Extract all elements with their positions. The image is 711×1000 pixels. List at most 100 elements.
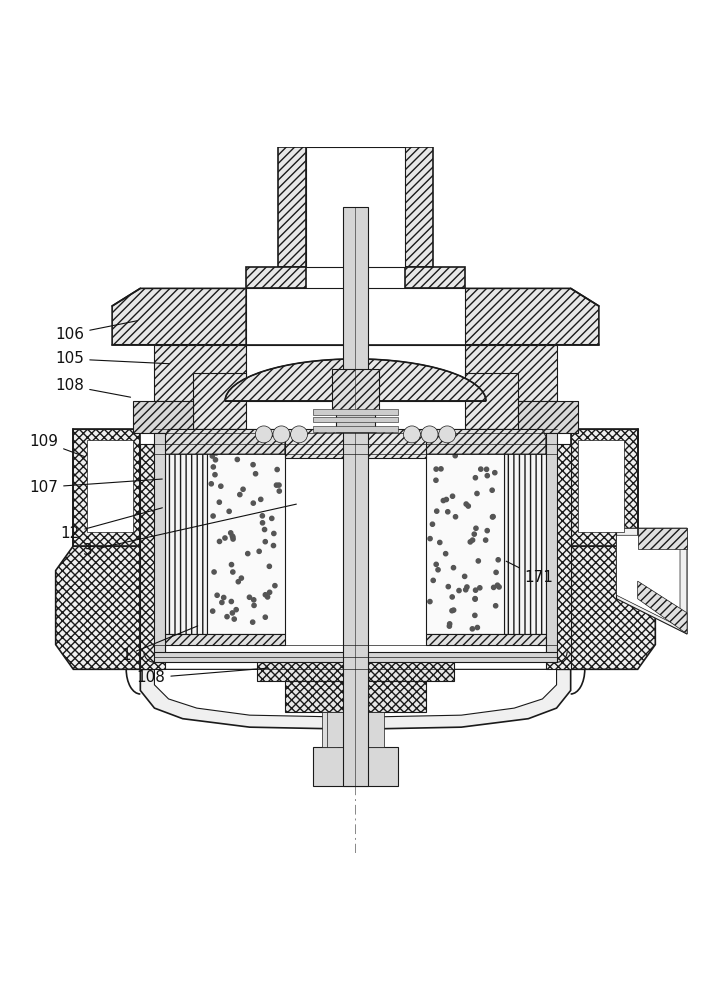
Polygon shape xyxy=(154,652,557,662)
Circle shape xyxy=(214,451,218,455)
Circle shape xyxy=(237,492,242,497)
Circle shape xyxy=(262,527,267,532)
Circle shape xyxy=(496,558,501,562)
Circle shape xyxy=(275,467,279,472)
Circle shape xyxy=(219,484,223,488)
Circle shape xyxy=(211,514,215,518)
Circle shape xyxy=(211,465,215,469)
Circle shape xyxy=(474,476,478,480)
Circle shape xyxy=(250,620,255,624)
Bar xyxy=(327,712,384,747)
Circle shape xyxy=(434,562,438,566)
Text: 171: 171 xyxy=(506,561,553,585)
Polygon shape xyxy=(73,429,140,546)
Circle shape xyxy=(496,583,500,587)
Circle shape xyxy=(265,595,269,599)
Circle shape xyxy=(251,463,255,467)
Circle shape xyxy=(447,624,451,628)
Circle shape xyxy=(474,526,478,530)
Circle shape xyxy=(471,538,475,542)
Circle shape xyxy=(494,570,498,574)
Circle shape xyxy=(491,515,495,519)
Circle shape xyxy=(210,609,215,613)
Circle shape xyxy=(430,522,434,526)
Text: 106: 106 xyxy=(55,321,138,342)
Polygon shape xyxy=(465,345,557,401)
Circle shape xyxy=(468,540,472,544)
Circle shape xyxy=(232,617,236,621)
Circle shape xyxy=(473,613,477,617)
Polygon shape xyxy=(165,447,208,634)
Circle shape xyxy=(273,426,290,443)
Polygon shape xyxy=(165,429,285,454)
Circle shape xyxy=(253,472,257,476)
Circle shape xyxy=(491,515,495,519)
Circle shape xyxy=(450,595,454,599)
Circle shape xyxy=(474,588,478,592)
Circle shape xyxy=(257,549,261,553)
Polygon shape xyxy=(246,345,465,401)
Circle shape xyxy=(421,426,438,443)
Text: 107: 107 xyxy=(29,479,162,495)
Circle shape xyxy=(267,564,272,568)
Circle shape xyxy=(277,483,281,487)
Circle shape xyxy=(220,600,224,605)
Circle shape xyxy=(463,574,466,578)
Polygon shape xyxy=(278,147,306,267)
Circle shape xyxy=(439,467,443,471)
Circle shape xyxy=(236,580,240,584)
Circle shape xyxy=(428,599,432,604)
Polygon shape xyxy=(193,373,246,429)
Circle shape xyxy=(466,504,471,508)
Polygon shape xyxy=(405,147,433,267)
Polygon shape xyxy=(638,581,687,634)
Circle shape xyxy=(439,426,456,443)
Circle shape xyxy=(210,454,215,458)
Polygon shape xyxy=(571,429,638,546)
Circle shape xyxy=(245,551,250,556)
Circle shape xyxy=(251,501,255,505)
Circle shape xyxy=(465,585,469,589)
Polygon shape xyxy=(257,657,454,681)
Circle shape xyxy=(273,584,277,588)
Circle shape xyxy=(493,471,497,475)
Circle shape xyxy=(218,539,222,544)
Polygon shape xyxy=(285,681,426,712)
Polygon shape xyxy=(246,267,306,288)
Polygon shape xyxy=(465,373,518,429)
Circle shape xyxy=(472,532,476,536)
Circle shape xyxy=(434,478,438,482)
Circle shape xyxy=(483,538,488,542)
Polygon shape xyxy=(578,440,624,532)
Polygon shape xyxy=(571,546,656,669)
Polygon shape xyxy=(426,429,546,454)
Circle shape xyxy=(225,615,229,619)
Polygon shape xyxy=(225,359,486,401)
Bar xyxy=(331,369,380,412)
Circle shape xyxy=(212,570,216,574)
Polygon shape xyxy=(546,444,571,669)
Circle shape xyxy=(274,483,279,487)
Circle shape xyxy=(451,566,456,570)
Text: 3: 3 xyxy=(82,504,296,558)
Circle shape xyxy=(450,494,454,498)
Circle shape xyxy=(230,534,235,538)
Circle shape xyxy=(479,467,483,471)
Circle shape xyxy=(252,603,256,608)
Circle shape xyxy=(291,426,308,443)
Circle shape xyxy=(485,529,489,533)
Polygon shape xyxy=(165,634,285,645)
Circle shape xyxy=(434,467,438,471)
Polygon shape xyxy=(140,429,571,669)
Circle shape xyxy=(446,510,450,514)
Polygon shape xyxy=(55,546,140,669)
Circle shape xyxy=(451,608,456,612)
Circle shape xyxy=(222,595,226,600)
Circle shape xyxy=(434,509,439,513)
Circle shape xyxy=(213,458,218,462)
Bar xyxy=(313,747,398,786)
Bar xyxy=(313,417,398,422)
Circle shape xyxy=(464,588,468,592)
Circle shape xyxy=(230,611,235,615)
Circle shape xyxy=(228,531,232,535)
